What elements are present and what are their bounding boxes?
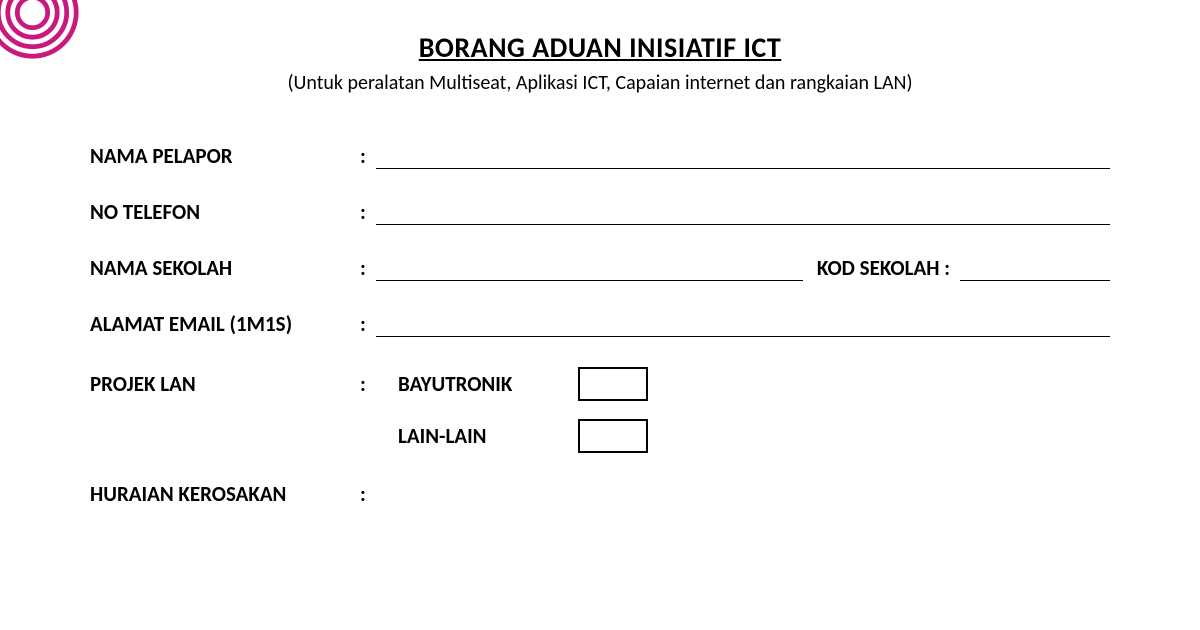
- form-subtitle: (Untuk peralatan Multiseat, Aplikasi ICT…: [90, 71, 1110, 95]
- form-title: BORANG ADUAN INISIATIF ICT: [90, 30, 1110, 65]
- row-nama-pelapor: NAMA PELAPOR :: [90, 143, 1110, 169]
- colon: :: [360, 199, 376, 225]
- input-line-no-telefon[interactable]: [376, 205, 1110, 225]
- option-lainlain-label: LAIN-LAIN: [398, 423, 578, 449]
- logo-fragment: [0, 0, 80, 60]
- input-line-nama-sekolah[interactable]: [376, 261, 803, 281]
- colon: :: [360, 481, 376, 507]
- input-line-alamat-email[interactable]: [376, 317, 1110, 337]
- colon: :: [360, 371, 376, 397]
- checkbox-bayutronik[interactable]: [578, 367, 648, 401]
- label-nama-pelapor: NAMA PELAPOR: [90, 143, 360, 169]
- input-line-nama-pelapor[interactable]: [376, 149, 1110, 169]
- colon: :: [360, 143, 376, 169]
- option-bayutronik-label: BAYUTRONIK: [398, 371, 578, 397]
- form-body: BORANG ADUAN INISIATIF ICT (Untuk perala…: [0, 0, 1200, 507]
- row-projek-lan-lainlain: . . LAIN-LAIN: [90, 419, 1110, 453]
- colon: :: [360, 255, 376, 281]
- label-alamat-email: ALAMAT EMAIL (1M1S): [90, 311, 360, 337]
- input-line-kod-sekolah[interactable]: [960, 261, 1110, 281]
- row-projek-lan-bayutronik: PROJEK LAN : BAYUTRONIK: [90, 367, 1110, 401]
- row-nama-sekolah: NAMA SEKOLAH : KOD SEKOLAH :: [90, 255, 1110, 281]
- label-nama-sekolah: NAMA SEKOLAH: [90, 255, 360, 281]
- label-huraian: HURAIAN KEROSAKAN: [90, 481, 360, 507]
- label-no-telefon: NO TELEFON: [90, 199, 360, 225]
- row-no-telefon: NO TELEFON :: [90, 199, 1110, 225]
- colon: :: [360, 311, 376, 337]
- row-huraian: HURAIAN KEROSAKAN :: [90, 481, 1110, 507]
- label-projek-lan: PROJEK LAN: [90, 371, 360, 397]
- row-alamat-email: ALAMAT EMAIL (1M1S) :: [90, 311, 1110, 337]
- label-kod-sekolah: KOD SEKOLAH :: [803, 255, 960, 281]
- checkbox-lainlain[interactable]: [578, 419, 648, 453]
